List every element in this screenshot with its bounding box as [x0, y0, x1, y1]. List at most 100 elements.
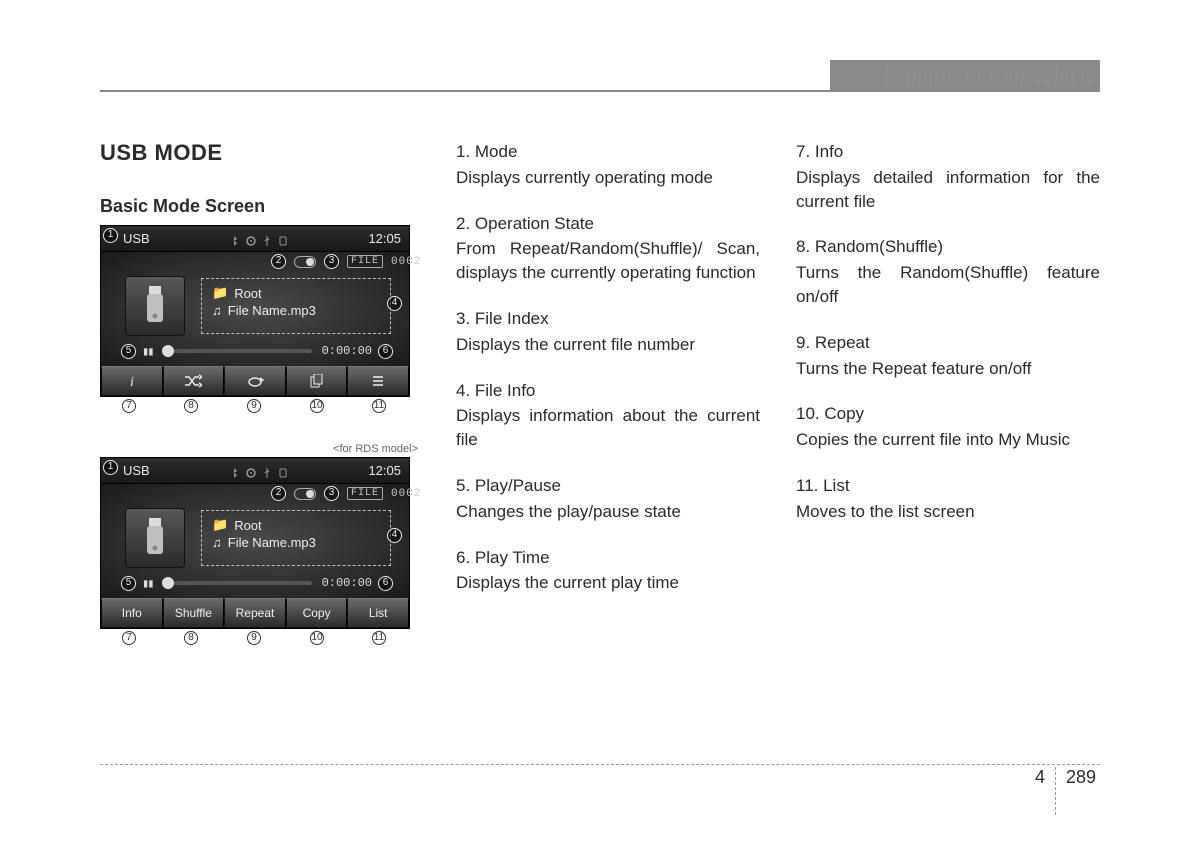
callout-5b: 5 [121, 576, 136, 591]
entry-body: Displays the current file number [456, 333, 760, 357]
svg-text:i: i [130, 375, 134, 389]
file-badge: FILE [347, 255, 383, 268]
sd-icon [278, 234, 288, 244]
entry-5: 5. Play/Pause Changes the play/pause sta… [456, 474, 760, 524]
bottom-buttons-icons: i [101, 366, 409, 396]
middle-column: 1. Mode Displays currently operating mod… [456, 140, 760, 675]
copy-icon [310, 374, 324, 388]
entry-title: 9. Repeat [796, 331, 1100, 355]
repeat-button-txt[interactable]: Repeat [224, 598, 286, 628]
entry-body: Displays information about the current f… [456, 404, 760, 452]
entry-title: 4. File Info [456, 379, 760, 403]
callout-10: 10 [310, 399, 324, 413]
left-column: USB MODE Basic Mode Screen 1 USB [100, 140, 420, 675]
pause-icon-2[interactable]: ▮▮ [142, 576, 152, 590]
info-button-txt[interactable]: Info [101, 598, 163, 628]
callouts-below-1: 7 8 9 10 11 [100, 399, 420, 417]
entry-title: 6. Play Time [456, 546, 760, 570]
entry-11: 11. List Moves to the list screen [796, 474, 1100, 524]
entry-body: Displays the current play time [456, 571, 760, 595]
bluetooth-icon [230, 466, 240, 476]
entry-title: 11. List [796, 474, 1100, 498]
rds-caption: <for RDS model> [100, 443, 418, 455]
manual-page: Features of your vehicle USB MODE Basic … [100, 60, 1100, 801]
shuffle-button-txt[interactable]: Shuffle [163, 598, 225, 628]
page-number: 4 289 [1035, 753, 1096, 801]
entry-8: 8. Random(Shuffle) Turns the Random(Shuf… [796, 235, 1100, 308]
entry-title: 7. Info [796, 140, 1100, 164]
list-button-txt[interactable]: List [347, 598, 409, 628]
bluetooth-icon [230, 234, 240, 244]
entry-10: 10. Copy Copies the current file into My… [796, 402, 1100, 452]
file-name-2: File Name.mp3 [228, 535, 316, 550]
file-name: File Name.mp3 [228, 303, 316, 318]
play-time-2: 0:00:00 [322, 576, 372, 590]
callout-7b: 7 [122, 631, 136, 645]
repeat-icon [246, 374, 264, 388]
footer-rule [100, 764, 1100, 765]
folder-icon: 📁 [212, 517, 228, 533]
entry-3: 3. File Index Displays the current file … [456, 307, 760, 357]
mode-label: USB [123, 231, 150, 246]
header-rule [100, 90, 1100, 92]
entry-body: Moves to the list screen [796, 500, 1100, 524]
entry-9: 9. Repeat Turns the Repeat feature on/of… [796, 331, 1100, 381]
info-icon: i [124, 373, 140, 389]
callout-11: 11 [372, 399, 386, 413]
shuffle-button[interactable] [163, 366, 225, 396]
callout-3b: 3 [324, 486, 339, 501]
entry-body: From Repeat/Random(Shuffle)/ Scan, displ… [456, 237, 760, 285]
usb-icon [262, 234, 272, 244]
entry-title: 2. Operation State [456, 212, 760, 236]
screen-topbar-2: USB 12:05 [101, 458, 409, 484]
play-time: 0:00:00 [322, 344, 372, 358]
entry-title: 8. Random(Shuffle) [796, 235, 1100, 259]
repeat-button[interactable] [224, 366, 286, 396]
pause-icon[interactable]: ▮▮ [142, 344, 152, 358]
progress-knob-2[interactable] [162, 577, 174, 589]
callout-6: 6 [378, 344, 393, 359]
callout-2b: 2 [271, 486, 286, 501]
status-icons-2 [230, 466, 288, 476]
callout-9: 9 [247, 399, 261, 413]
entry-title: 3. File Index [456, 307, 760, 331]
file-index-2: 0002 [391, 488, 421, 500]
clock: 12:05 [368, 231, 401, 246]
copy-button-txt[interactable]: Copy [286, 598, 348, 628]
folder-icon: 📁 [212, 285, 228, 301]
music-note-icon: ♫ [212, 303, 222, 318]
list-button[interactable] [347, 366, 409, 396]
callout-8b: 8 [184, 631, 198, 645]
chapter-number: 4 [1035, 767, 1045, 788]
bottom-buttons-text: Info Shuffle Repeat Copy List [101, 598, 409, 628]
progress-track[interactable] [162, 349, 311, 353]
entry-body: Copies the current file into My Music [796, 428, 1100, 452]
usb-icon [262, 466, 272, 476]
file-info-box: 📁Root ♫File Name.mp3 [201, 278, 391, 334]
usb-stick-icon [143, 518, 167, 558]
disc-icon [246, 234, 256, 244]
file-index: 0002 [391, 256, 421, 268]
callout-3: 3 [324, 254, 339, 269]
entry-title: 1. Mode [456, 140, 760, 164]
folder-name-2: Root [234, 518, 261, 533]
progress-track-2[interactable] [162, 581, 311, 585]
h1-usb-mode: USB MODE [100, 140, 420, 166]
callouts-below-2: 7 8 9 10 11 [100, 631, 420, 649]
list-icon [371, 374, 385, 388]
info-button[interactable]: i [101, 366, 163, 396]
sd-icon [278, 466, 288, 476]
callout-11b: 11 [372, 631, 386, 645]
progress-knob[interactable] [162, 345, 174, 357]
entry-body: Displays detailed information for the cu… [796, 166, 1100, 214]
operation-state-indicator [294, 256, 316, 268]
callout-4b: 4 [387, 528, 402, 543]
callout-4: 4 [387, 296, 402, 311]
callout-2: 2 [271, 254, 286, 269]
screen-body-2: 2 3 FILE 0002 4 [101, 484, 409, 598]
music-note-icon: ♫ [212, 535, 222, 550]
entry-title: 10. Copy [796, 402, 1100, 426]
callout-1b: 1 [103, 460, 118, 475]
entry-body: Turns the Random(Shuffle) feature on/off [796, 261, 1100, 309]
copy-button[interactable] [286, 366, 348, 396]
